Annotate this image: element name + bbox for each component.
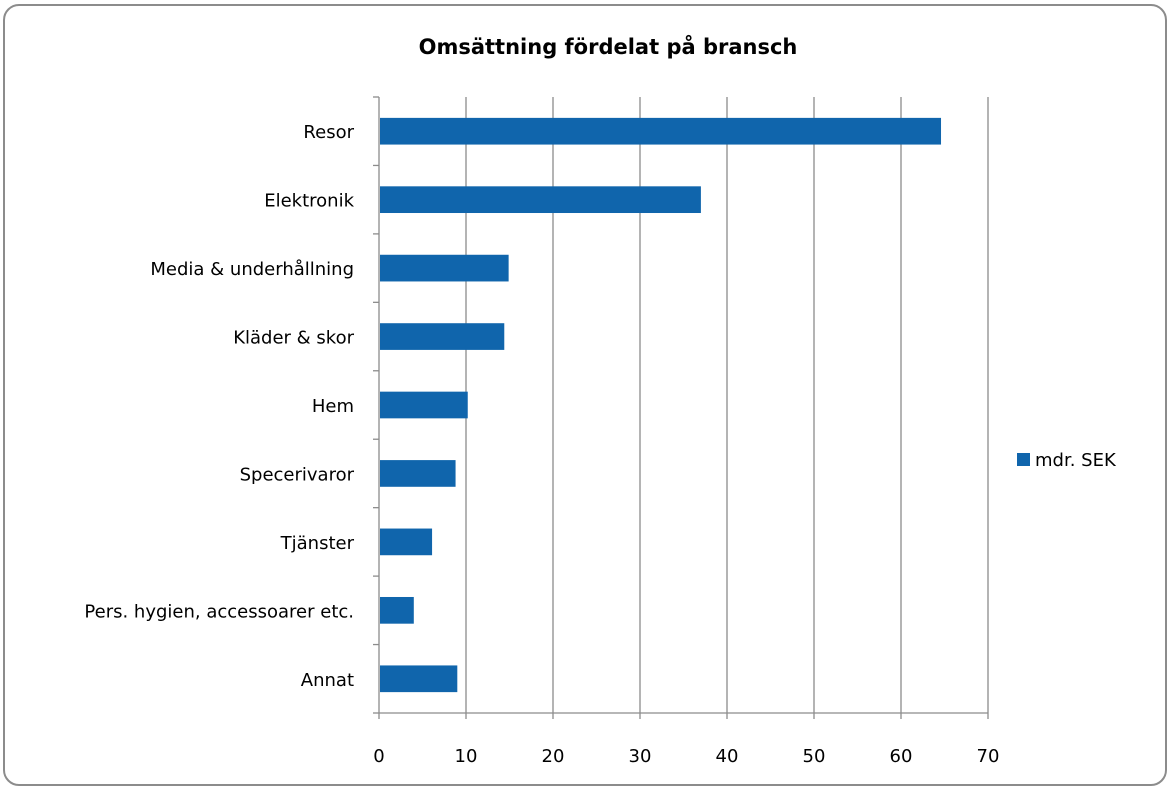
category-label: Specerivaror xyxy=(240,464,355,485)
axes xyxy=(373,96,989,719)
category-label: Tjänster xyxy=(280,533,355,554)
category-label: Hem xyxy=(312,396,354,417)
x-tick-label: 30 xyxy=(629,746,652,767)
legend-swatch xyxy=(1017,453,1030,466)
bar xyxy=(380,460,456,487)
bar xyxy=(380,117,942,145)
bar xyxy=(380,186,701,214)
bar xyxy=(380,254,509,282)
bar xyxy=(380,528,433,556)
x-tick-label: 10 xyxy=(455,746,478,767)
category-label: Kläder & skor xyxy=(233,328,354,349)
bar xyxy=(380,323,505,350)
bar xyxy=(380,665,458,693)
category-label: Elektronik xyxy=(264,191,354,212)
x-tick-label: 50 xyxy=(803,746,826,767)
legend-label: mdr. SEK xyxy=(1035,450,1117,471)
x-tick-label: 70 xyxy=(977,746,1000,767)
x-tick-label: 40 xyxy=(716,746,739,767)
bar xyxy=(380,391,468,419)
category-label: Media & underhållning xyxy=(150,259,354,280)
category-label: Annat xyxy=(301,670,354,691)
category-label: Resor xyxy=(303,122,354,143)
bars xyxy=(380,117,942,693)
category-label: Pers. hygien, accessoarer etc. xyxy=(84,601,354,622)
bar xyxy=(380,596,414,624)
x-tick-label: 20 xyxy=(542,746,565,767)
x-tick-label: 0 xyxy=(373,746,384,767)
x-tick-labels: 0 10 20 30 40 50 60 70 xyxy=(373,746,999,767)
chart-title: Omsättning fördelat på bransch xyxy=(419,34,798,59)
legend: mdr. SEK xyxy=(1017,450,1117,471)
x-tick-label: 60 xyxy=(890,746,913,767)
category-labels: Resor Elektronik Media & underhållning Kläd… xyxy=(84,122,354,691)
